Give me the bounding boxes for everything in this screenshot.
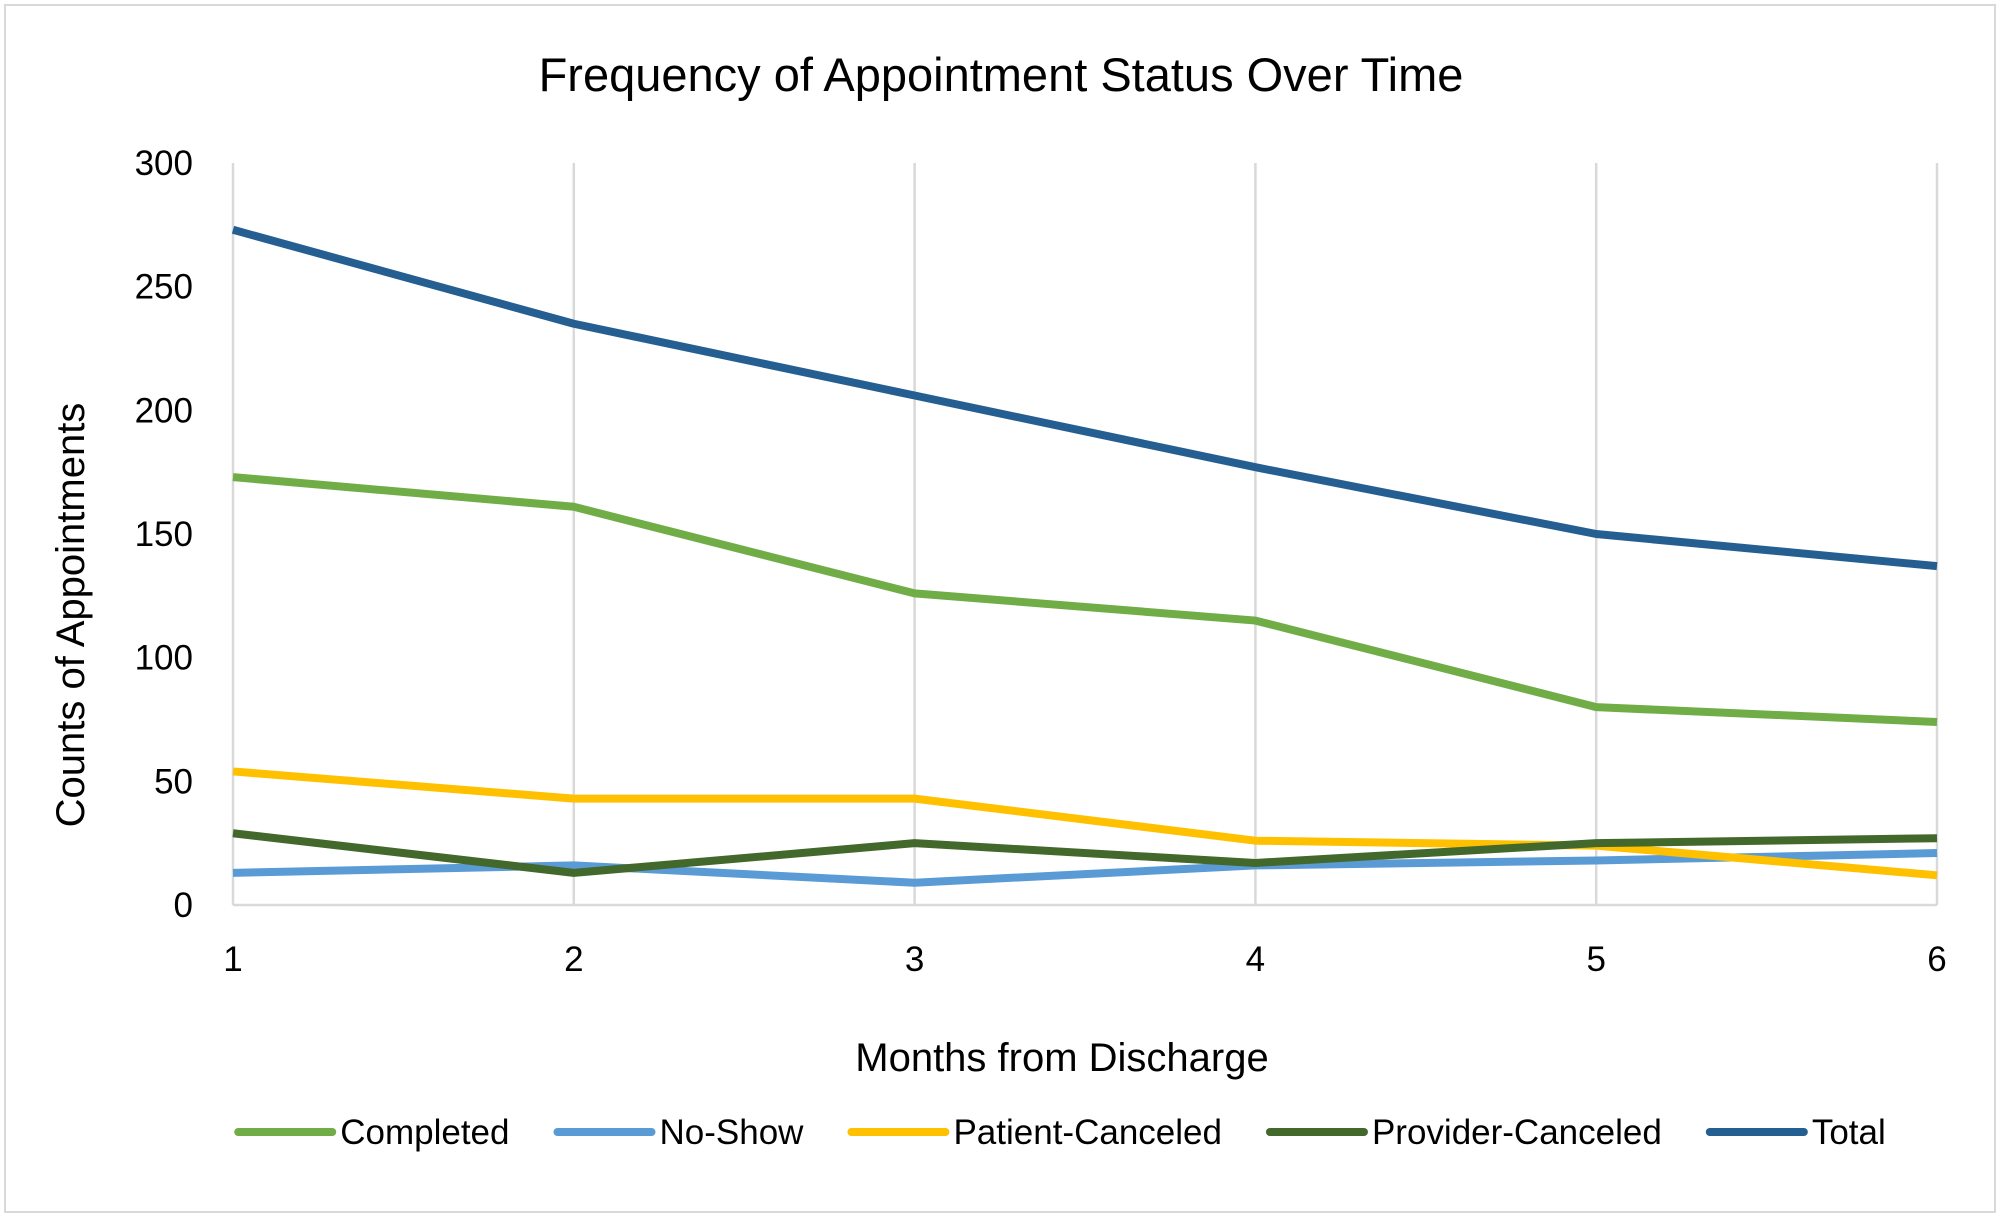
legend-item-total: Total [1705,1113,1886,1152]
y-tick-label: 300 [135,144,193,183]
chart-frame [4,4,1996,1213]
y-tick-label: 250 [135,268,193,307]
y-tick-label: 0 [174,886,193,925]
series-lines [231,225,1938,887]
chart-title: Frequency of Appointment Status Over Tim… [539,48,1464,101]
x-tick-label: 5 [1586,940,1605,979]
legend-item-provider-canceled: Provider-Canceled [1265,1113,1662,1152]
x-tick-label: 6 [1927,940,1946,979]
y-tick-label: 50 [154,762,193,801]
legend-item-no-show: No-Show [553,1113,805,1152]
legend-label: Total [1812,1113,1886,1152]
legend-item-completed: Completed [234,1113,510,1152]
legend-label: Patient-Canceled [953,1113,1222,1152]
series-line-no-show [232,849,1938,887]
legend-label: Provider-Canceled [1372,1113,1662,1152]
x-tick-labels: 1 2 3 4 5 6 [223,940,1946,979]
x-axis-title: Months from Discharge [855,1036,1268,1080]
legend-label: No-Show [660,1113,805,1152]
legend-label: Completed [340,1113,509,1152]
x-tick-label: 3 [905,940,924,979]
y-tick-labels: 0 50 100 150 200 250 300 [135,144,193,925]
series-line-provider-canceled [232,829,1938,877]
y-tick-label: 100 [135,639,193,678]
x-tick-label: 2 [564,940,583,979]
y-tick-label: 200 [135,391,193,430]
legend-item-patient-canceled: Patient-Canceled [847,1113,1222,1152]
series-line-total [231,225,1938,571]
y-axis-title: Counts of Appointments [49,403,93,828]
y-tick-label: 150 [135,515,193,554]
legend: Completed No-Show Patient-Canceled Provider… [234,1113,1886,1152]
x-tick-label: 1 [223,940,242,979]
series-line-completed [232,473,1938,726]
x-tick-label: 4 [1246,940,1265,979]
series-line-patient-canceled [232,767,1938,880]
